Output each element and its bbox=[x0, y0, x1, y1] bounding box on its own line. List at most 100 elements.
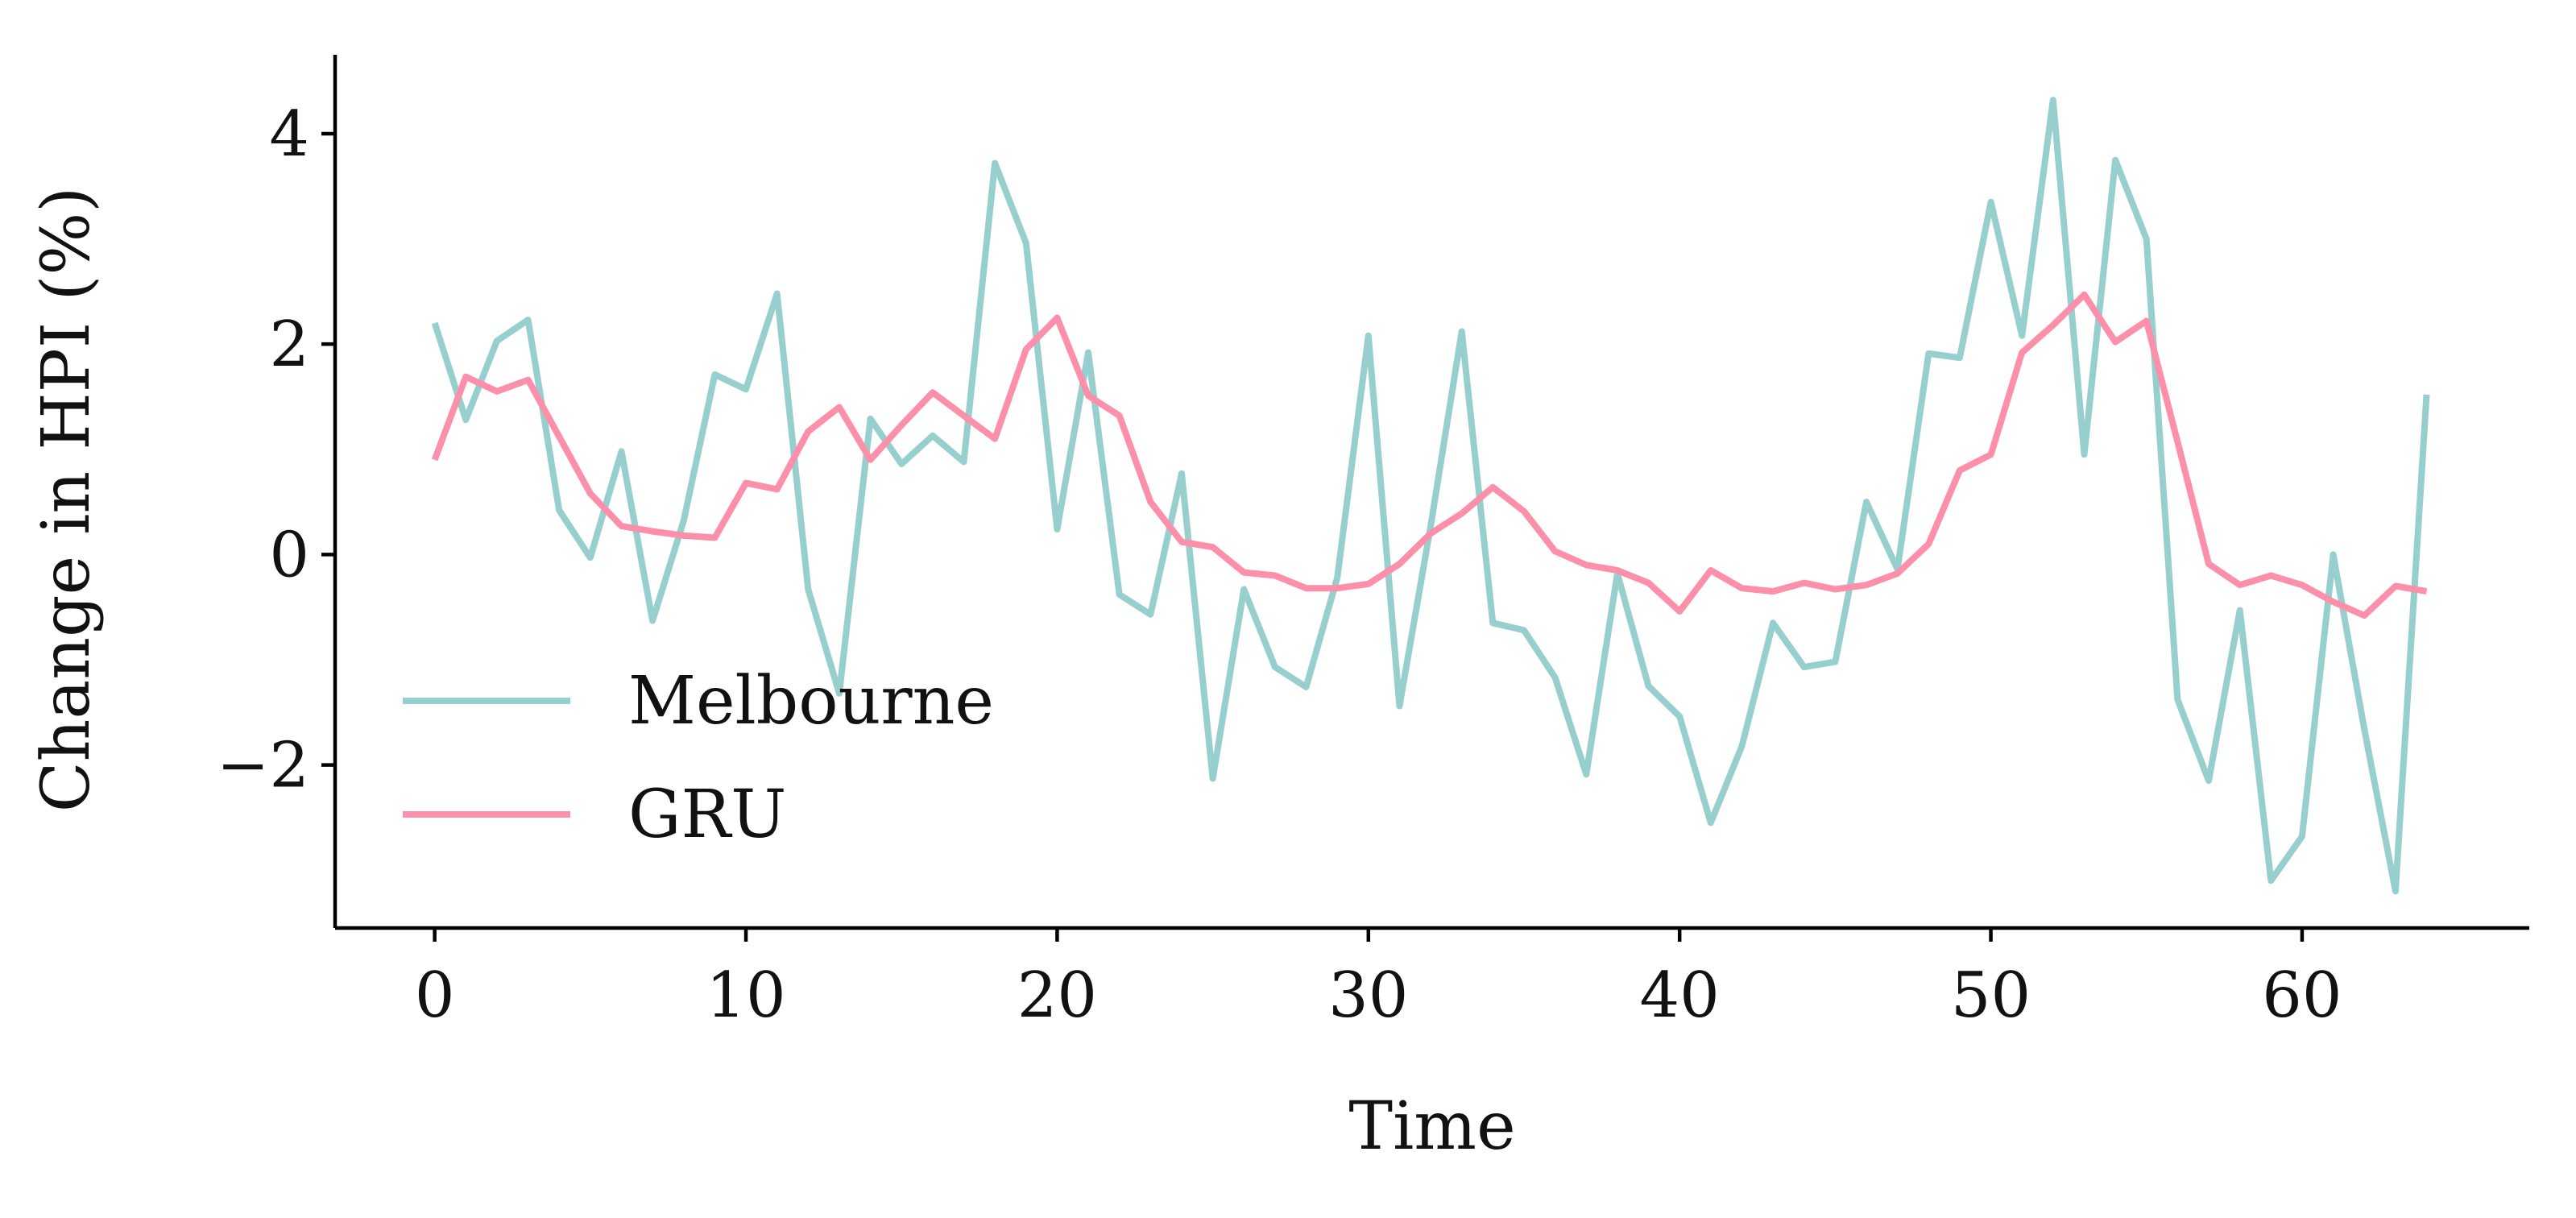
data-point-gru bbox=[1521, 508, 1527, 515]
data-point-melbourne bbox=[2267, 877, 2274, 884]
series-line-gru bbox=[431, 291, 2428, 619]
data-point-gru bbox=[525, 377, 532, 383]
data-point-gru bbox=[805, 429, 811, 435]
data-point-melbourne bbox=[961, 458, 967, 465]
data-point-gru bbox=[1396, 561, 1402, 567]
data-point-melbourne bbox=[2424, 392, 2430, 398]
data-point-gru bbox=[494, 388, 500, 395]
data-point-melbourne bbox=[743, 386, 749, 392]
data-point-gru bbox=[711, 535, 718, 541]
data-point-melbourne bbox=[805, 586, 811, 593]
data-point-gru bbox=[1459, 510, 1465, 516]
data-point-gru bbox=[2267, 573, 2274, 579]
data-point-gru bbox=[462, 374, 469, 380]
data-point-gru bbox=[1240, 570, 1247, 576]
data-point-gru bbox=[868, 457, 874, 463]
data-point-gru bbox=[2299, 582, 2305, 588]
data-point-gru bbox=[1925, 541, 1932, 547]
y-tick-label: −2 bbox=[217, 730, 309, 802]
data-point-gru bbox=[1427, 530, 1434, 536]
data-point-gru bbox=[1583, 561, 1589, 568]
data-point-melbourne bbox=[774, 291, 781, 297]
data-point-melbourne bbox=[868, 416, 874, 422]
data-point-melbourne bbox=[2299, 833, 2305, 839]
data-point-gru bbox=[898, 422, 905, 429]
x-axis-title: Time bbox=[1348, 1088, 1515, 1165]
data-point-melbourne bbox=[2081, 451, 2088, 458]
data-point-melbourne bbox=[462, 416, 469, 423]
data-point-melbourne bbox=[2330, 551, 2337, 557]
data-point-gru bbox=[1489, 484, 1496, 491]
data-point-melbourne bbox=[1085, 350, 1091, 356]
data-point-gru bbox=[1988, 451, 1994, 458]
data-point-gru bbox=[1552, 548, 1559, 554]
data-point-melbourne bbox=[1863, 499, 1870, 505]
series-layer bbox=[431, 97, 2430, 895]
data-point-gru bbox=[961, 412, 967, 419]
legend: Melbourne GRU bbox=[403, 663, 994, 853]
data-point-gru bbox=[1272, 573, 1278, 579]
data-point-gru bbox=[1023, 346, 1029, 353]
x-tick-label: 0 bbox=[415, 959, 455, 1032]
data-point-melbourne bbox=[1957, 354, 1963, 361]
data-point-gru bbox=[1085, 392, 1091, 399]
data-point-melbourne bbox=[1770, 619, 1776, 626]
data-point-melbourne bbox=[2237, 607, 2243, 614]
data-point-melbourne bbox=[1178, 470, 1185, 477]
data-point-melbourne bbox=[1988, 199, 1994, 205]
legend-label-gru: GRU bbox=[628, 777, 786, 853]
data-point-gru bbox=[1614, 567, 1621, 574]
data-point-gru bbox=[836, 404, 843, 411]
data-point-gru bbox=[2205, 561, 2212, 567]
data-point-melbourne bbox=[1708, 819, 1714, 826]
data-point-gru bbox=[1334, 585, 1340, 591]
x-tick-label: 40 bbox=[1640, 959, 1720, 1032]
data-point-melbourne bbox=[1676, 714, 1683, 720]
data-point-gru bbox=[2174, 439, 2180, 445]
x-tick-label: 50 bbox=[1951, 959, 2031, 1032]
data-point-gru bbox=[2081, 292, 2088, 298]
data-point-gru bbox=[1739, 585, 1746, 591]
x-tick-label: 10 bbox=[706, 959, 785, 1032]
data-point-gru bbox=[743, 480, 749, 487]
series-line-melbourne bbox=[431, 97, 2430, 895]
data-point-melbourne bbox=[2361, 726, 2367, 732]
data-point-melbourne bbox=[1552, 674, 1559, 681]
data-point-gru bbox=[2143, 317, 2150, 324]
data-point-melbourne bbox=[2174, 697, 2180, 703]
x-tick-label: 30 bbox=[1328, 959, 1408, 1032]
data-point-gru bbox=[2361, 612, 2367, 619]
data-point-gru bbox=[1770, 588, 1776, 594]
data-point-melbourne bbox=[1210, 776, 1216, 782]
y-axis-title: Change in HPI (%) bbox=[28, 187, 105, 812]
data-point-gru bbox=[774, 486, 781, 492]
data-point-gru bbox=[1863, 582, 1870, 588]
data-point-gru bbox=[1801, 580, 1808, 586]
data-point-gru bbox=[1303, 585, 1310, 591]
data-point-melbourne bbox=[1054, 526, 1060, 532]
data-point-gru bbox=[1054, 315, 1060, 321]
series-points-melbourne bbox=[432, 97, 2430, 894]
data-point-gru bbox=[1676, 608, 1683, 615]
data-point-melbourne bbox=[1365, 333, 1372, 339]
data-point-melbourne bbox=[1925, 350, 1932, 357]
data-point-melbourne bbox=[619, 448, 625, 454]
data-point-gru bbox=[1365, 581, 1372, 587]
data-point-gru bbox=[2330, 599, 2337, 605]
y-tick-label: 0 bbox=[269, 519, 309, 591]
data-point-melbourne bbox=[992, 160, 998, 167]
data-point-gru bbox=[1895, 570, 1901, 577]
data-point-melbourne bbox=[2050, 97, 2056, 103]
data-point-melbourne bbox=[1023, 240, 1029, 246]
data-point-melbourne bbox=[1521, 627, 1527, 633]
y-tick-label: 4 bbox=[269, 98, 309, 171]
data-point-gru bbox=[930, 389, 936, 396]
data-point-gru bbox=[1210, 544, 1216, 550]
data-point-melbourne bbox=[1646, 683, 1652, 690]
data-point-gru bbox=[432, 457, 438, 463]
data-point-melbourne bbox=[1303, 684, 1310, 690]
data-point-melbourne bbox=[649, 618, 656, 624]
data-point-melbourne bbox=[2019, 333, 2025, 339]
data-point-melbourne bbox=[711, 371, 718, 378]
data-point-melbourne bbox=[1240, 586, 1247, 593]
